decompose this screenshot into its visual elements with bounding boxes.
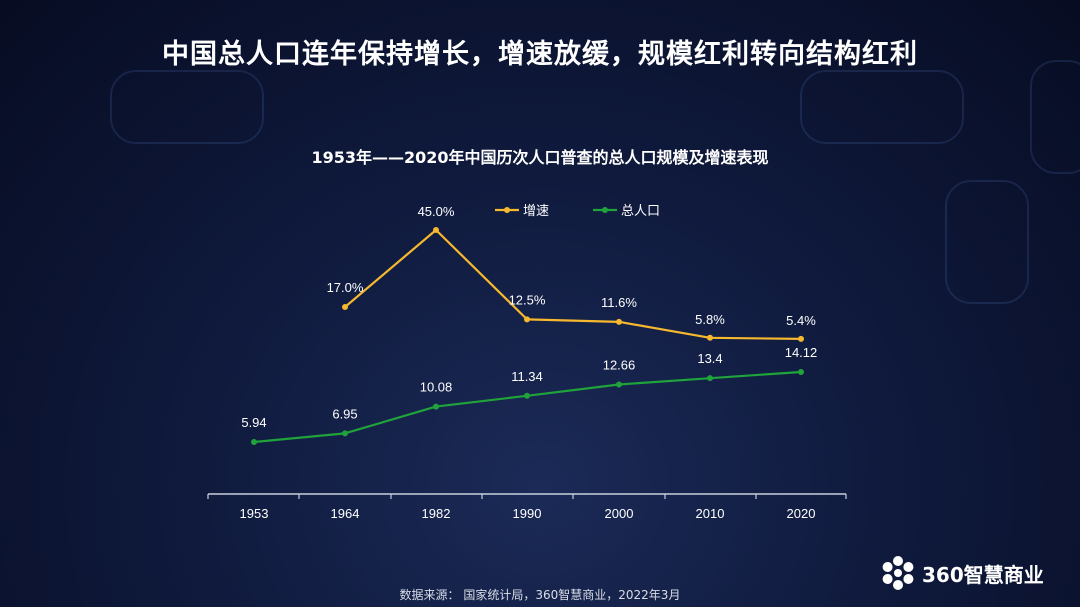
data-label: 5.94: [241, 415, 266, 430]
background-decoration: [800, 70, 964, 144]
data-point: [524, 392, 530, 399]
data-point: [616, 318, 622, 325]
x-tick-label: 2000: [605, 506, 634, 521]
data-point: [798, 335, 804, 342]
brand-name: 360智慧商业: [922, 562, 1044, 587]
data-point: [433, 403, 439, 410]
data-label: 10.08: [420, 380, 453, 395]
data-label: 5.4%: [786, 313, 816, 328]
x-tick-label: 1982: [422, 506, 451, 521]
brand-flower-icon: [882, 556, 914, 590]
data-label: 6.95: [332, 406, 357, 421]
data-label: 13.4: [697, 351, 722, 366]
x-tick-label: 1964: [331, 506, 360, 521]
chart-title: 1953年——2020年中国历次人口普查的总人口规模及增速表现: [311, 148, 769, 167]
background-decoration: [1030, 60, 1080, 174]
data-point: [616, 381, 622, 388]
x-tick-label: 2010: [696, 506, 725, 521]
data-label: 5.8%: [695, 312, 725, 327]
page-title: 中国总人口连年保持增长，增速放缓，规模红利转向结构红利: [162, 39, 918, 70]
data-point: [251, 439, 257, 445]
data-label: 17.0%: [327, 280, 364, 295]
data-label: 11.6%: [601, 295, 637, 310]
x-tick-label: 1990: [513, 506, 542, 521]
legend-label: 总人口: [621, 204, 660, 219]
data-label: 12.66: [603, 357, 636, 372]
data-label: 12.5%: [509, 292, 546, 307]
legend-swatch-marker: [602, 207, 608, 213]
series-line-growth: [344, 228, 802, 340]
data-source-note: 数据来源： 国家统计局，360智慧商业，2022年3月: [399, 588, 681, 602]
data-point: [707, 334, 713, 341]
x-tick-label: 1953: [240, 506, 269, 521]
legend-swatch-marker: [504, 207, 510, 213]
data-point: [707, 375, 713, 382]
data-point: [798, 369, 804, 375]
data-label: 14.12: [785, 345, 818, 360]
background-decoration: [110, 70, 264, 144]
data-label: 11.34: [511, 369, 543, 384]
legend-label: 增速: [523, 204, 549, 219]
data-label: 45.0%: [418, 204, 455, 219]
brand-logo: 360智慧商业: [880, 555, 1044, 591]
background-decoration: [945, 180, 1029, 304]
data-point: [342, 430, 348, 437]
data-point: [524, 316, 530, 323]
data-point: [433, 227, 439, 233]
data-point: [342, 304, 348, 310]
x-tick-label: 2020: [787, 506, 816, 521]
